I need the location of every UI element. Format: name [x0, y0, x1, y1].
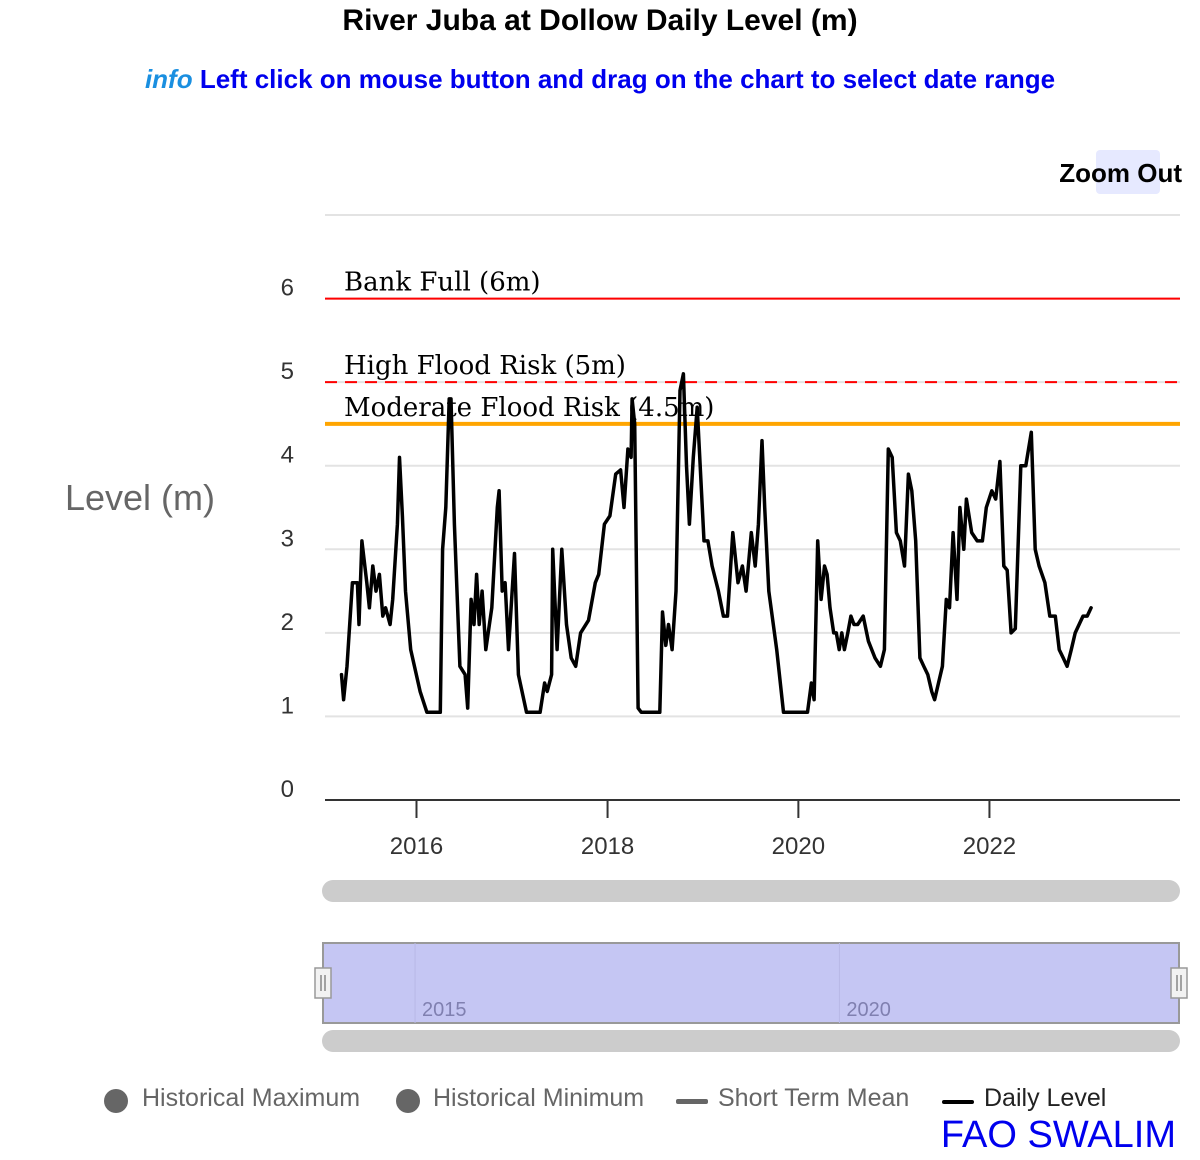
y-tick-label: 6	[281, 275, 294, 302]
legend-label: Historical Minimum	[433, 1084, 645, 1112]
info-text: Left click on mouse button and drag on t…	[199, 64, 1056, 94]
legend-label: Historical Maximum	[142, 1084, 361, 1112]
threshold-label: Bank Full (6m)	[344, 268, 541, 298]
series-layer	[339, 372, 1093, 715]
y-axis-title: Level (m)	[65, 477, 215, 518]
credit-text: FAO SWALIM	[940, 1114, 1176, 1156]
scrollbar-top[interactable]	[322, 880, 1180, 902]
y-tick-label: 3	[281, 525, 294, 552]
info-banner: info Left click on mouse button and drag…	[0, 64, 1200, 95]
daily-level-line	[339, 372, 1093, 715]
legend-label: Daily Level	[984, 1084, 1107, 1112]
threshold-lines: Bank Full (6m) High Flood Risk (5m) Modera…	[325, 268, 1180, 426]
legend: Historical Maximum Historical Minimum Sh…	[0, 1084, 1200, 1120]
legend-dash-icon	[676, 1099, 708, 1104]
y-tick-label: 5	[281, 358, 294, 385]
legend-dot-icon	[104, 1089, 128, 1113]
scrollbar-bottom[interactable]	[322, 1030, 1180, 1052]
legend-label: Short Term Mean	[718, 1084, 910, 1112]
legend-line-icon	[942, 1100, 974, 1104]
navigator-label: 2015	[422, 999, 467, 1021]
info-tag: info	[144, 64, 193, 94]
y-tick-label: 0	[281, 776, 294, 803]
navigator-handle-right[interactable]	[1170, 967, 1188, 999]
legend-dot-icon	[396, 1089, 420, 1113]
x-tick-label: 2018	[581, 833, 634, 860]
y-tick-label: 4	[281, 442, 294, 469]
y-tick-label: 2	[281, 609, 294, 636]
x-tick-label: 2022	[963, 833, 1016, 860]
chart-title: River Juba at Dollow Daily Level (m)	[342, 4, 858, 37]
navigator: 2015 2020	[314, 880, 1188, 1052]
navigator-label: 2020	[846, 999, 891, 1021]
zoom-out-button[interactable]	[1096, 150, 1160, 194]
x-tick-label: 2020	[772, 833, 825, 860]
threshold-label: High Flood Risk (5m)	[344, 351, 626, 381]
y-tick-label: 1	[281, 692, 294, 719]
navigator-handle-left[interactable]	[314, 967, 332, 999]
x-tick-label: 2016	[390, 833, 443, 860]
zoom-out-label[interactable]: Zoom Out	[1059, 158, 1182, 188]
axes: 0 1 2 3 4 5 6 Level (m) 2016 2018 2020 2022	[65, 275, 1180, 860]
threshold-label: Moderate Flood Risk (4.5m)	[344, 393, 714, 423]
navigator-window	[322, 942, 1180, 1024]
